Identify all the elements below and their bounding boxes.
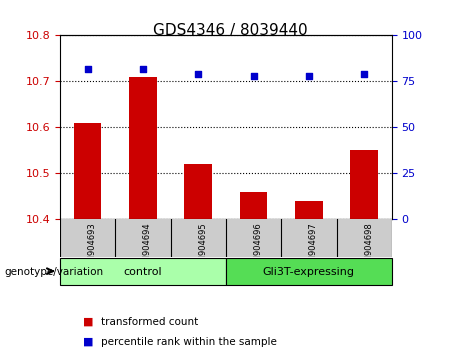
FancyBboxPatch shape (60, 258, 226, 285)
Point (250, 73, 257, 79)
Bar (184, 164, 212, 219)
FancyBboxPatch shape (226, 258, 392, 285)
Point (305, 73, 313, 79)
Text: GSM904698: GSM904698 (364, 222, 373, 273)
Text: transformed count: transformed count (101, 317, 199, 327)
Bar (350, 150, 378, 219)
Text: GSM904694: GSM904694 (143, 222, 152, 273)
Point (361, 71, 368, 77)
Point (195, 71, 202, 77)
Bar (295, 201, 323, 219)
Text: Gli3T-expressing: Gli3T-expressing (263, 267, 355, 277)
Text: GDS4346 / 8039440: GDS4346 / 8039440 (153, 23, 308, 38)
Text: GSM904696: GSM904696 (254, 222, 263, 273)
Text: ■: ■ (83, 337, 94, 347)
Text: ■: ■ (83, 317, 94, 327)
Text: genotype/variation: genotype/variation (5, 267, 104, 277)
Text: control: control (124, 267, 162, 277)
Bar (129, 77, 157, 219)
Point (84, 66, 91, 72)
Bar (240, 192, 267, 219)
Text: GSM904697: GSM904697 (309, 222, 318, 273)
Text: GSM904695: GSM904695 (198, 222, 207, 273)
Point (139, 66, 147, 72)
Text: GSM904693: GSM904693 (88, 222, 97, 273)
Bar (74, 123, 101, 219)
Text: percentile rank within the sample: percentile rank within the sample (101, 337, 278, 347)
